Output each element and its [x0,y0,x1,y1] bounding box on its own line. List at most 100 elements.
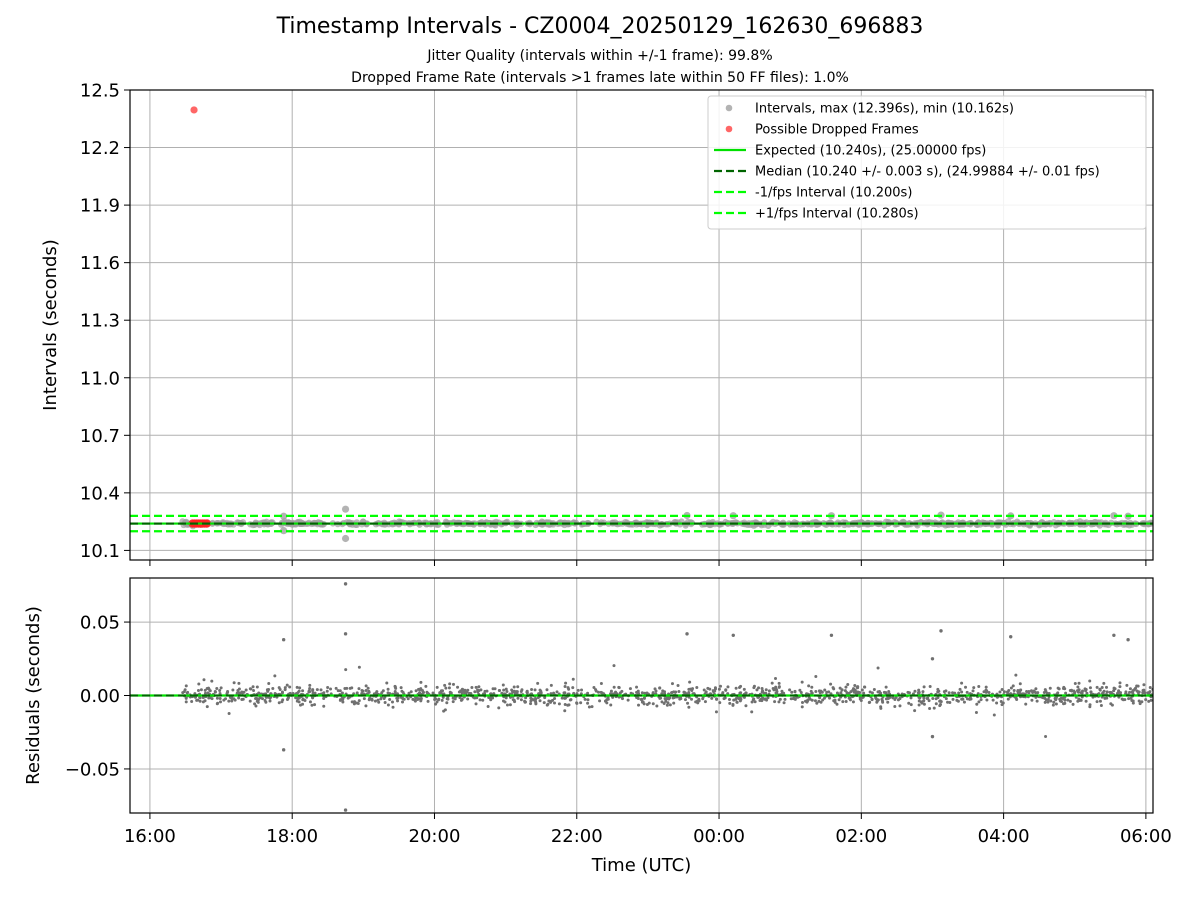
residual-point [1015,698,1019,702]
residual-point [886,696,890,700]
residual-point [948,700,952,704]
residual-point [651,691,655,695]
residual-point [755,688,759,692]
residual-point [1109,702,1113,706]
residual-point [433,697,437,701]
residual-point [586,701,590,705]
chart-subtitle-dropped: Dropped Frame Rate (intervals >1 frames … [351,70,849,86]
residual-point [329,687,333,691]
residual-point [1049,699,1053,703]
residual-point [308,683,312,687]
residuals-y-axis-label: Residuals (seconds) [23,606,44,785]
residual-point [295,699,299,703]
residual-point [1100,692,1104,696]
residual-point [898,704,902,708]
residual-point [466,697,470,701]
residual-point [1044,735,1048,739]
residuals-plot-area [130,582,1153,812]
residual-point [563,709,567,713]
residual-point [542,701,546,705]
residual-point [1077,681,1081,685]
residual-point [687,705,691,709]
residual-point [790,690,794,694]
residual-point [1006,692,1010,696]
residual-point [334,686,338,690]
residual-point [207,687,211,691]
residual-point [896,698,900,702]
residual-point [936,696,940,700]
residual-point [829,633,834,637]
residual-point [310,703,314,707]
residual-point [1018,690,1022,694]
residual-point [297,689,301,693]
residual-point [1128,687,1132,691]
residual-point [248,699,252,703]
residual-point [670,690,674,694]
residual-point [1002,690,1006,694]
residual-point [960,690,964,694]
residual-point [244,688,248,692]
residual-point [218,700,222,704]
intervals-y-tick-label: 11.6 [80,253,120,274]
residual-point [227,699,231,703]
residual-point [281,637,286,642]
residual-point [322,704,326,708]
residual-point [1072,689,1076,693]
residual-point [662,701,666,705]
residual-point [557,702,561,706]
residual-point [434,702,438,706]
residuals-x-tick-label: 16:00 [124,826,176,847]
residual-point [413,698,417,702]
residual-point [651,702,655,706]
residual-point [501,683,505,687]
residual-point [440,698,444,702]
residual-point [800,705,804,709]
residual-point [780,689,784,693]
residual-point [199,688,203,692]
residual-point [277,701,281,705]
residual-point [1043,700,1047,704]
residual-point [1095,685,1099,689]
residual-point [568,698,572,702]
residual-point [670,682,674,686]
residual-point [831,686,835,690]
residual-point [567,703,571,707]
residual-point [760,687,764,691]
residual-point [301,689,305,693]
residual-point [792,696,796,700]
residuals-y-tick-label: −0.05 [65,759,120,780]
residual-point [524,696,528,700]
residual-point [1042,691,1046,695]
residual-point [665,703,669,707]
residual-point [942,690,946,694]
residual-point [350,700,354,704]
residual-point [277,686,281,690]
residual-point [840,688,844,692]
residual-point [737,685,741,689]
residual-point [1041,696,1045,700]
residual-point [474,702,478,706]
residual-point [674,690,678,694]
residual-point [395,696,399,700]
residual-point [909,696,913,700]
residual-point [1068,699,1072,703]
residual-point [281,748,286,752]
residual-point [575,701,579,705]
residual-point [766,696,770,700]
residual-point [418,688,422,692]
residual-point [497,706,501,710]
residual-point [529,699,533,703]
residual-point [308,700,312,704]
residual-point [643,691,647,695]
residual-point [362,697,366,701]
residual-point [254,704,258,708]
residual-point [352,702,356,706]
residual-point [1147,699,1151,703]
residuals-y-tick-label: 0.00 [80,686,120,707]
residual-point [190,699,194,703]
residual-point [466,688,470,692]
intervals-y-tick-label: 12.5 [80,81,120,102]
residual-point [1124,690,1128,694]
residual-point [501,699,505,703]
residual-point [1105,690,1109,694]
